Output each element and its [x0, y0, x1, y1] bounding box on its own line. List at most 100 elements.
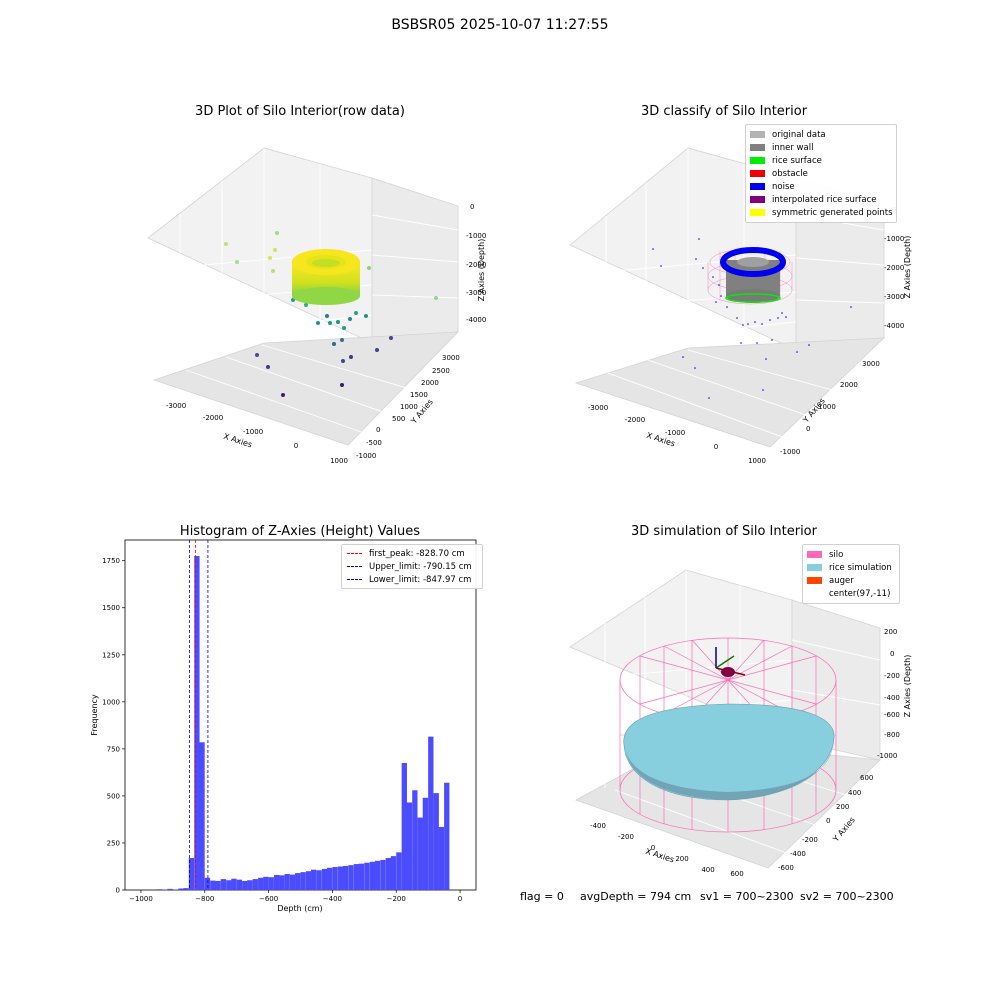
legend-label: original data [772, 129, 826, 140]
legend-label: first_peak: -828.70 cm [369, 548, 465, 559]
legend-label: symmetric generated points [772, 207, 893, 218]
panel4-ztick: -600 [884, 711, 900, 719]
legend-line [347, 579, 362, 580]
legend-label: auger [829, 575, 854, 586]
legend-item-auger: auger [807, 574, 893, 587]
histogram-bar [353, 864, 360, 890]
histogram-bar [274, 874, 280, 890]
legend-item-obstacle: obstacle [750, 167, 890, 180]
histogram-bar [183, 888, 189, 890]
histogram-ylabel: Frequency [90, 694, 99, 736]
histogram-bar [444, 782, 450, 890]
panel1-rice-cylinder [292, 249, 360, 305]
panel2-title: 3D classify of Silo Interior [640, 104, 808, 119]
histogram-bar [396, 852, 402, 890]
panel1-zlabel: Z Axies (Depth) [477, 239, 486, 302]
histogram-ytick-label: 1000 [102, 698, 120, 706]
panel1-ytick: 2000 [421, 379, 439, 387]
legend-swatch [750, 157, 765, 164]
panel2-ztick: -1000 [884, 235, 904, 243]
footer-sv2: sv2 = 700~2300 [800, 890, 894, 903]
panel1-ytick: -500 [366, 439, 382, 447]
panel1-xtick: 1000 [330, 457, 348, 465]
histogram-bar [279, 875, 285, 890]
panel2-xtick: 1000 [748, 457, 766, 465]
panel2-noise-points [652, 238, 852, 399]
histogram-bar [321, 868, 328, 890]
panel1-ztick: -4000 [466, 316, 486, 324]
histogram-bar [263, 876, 269, 890]
panel2-ytick: 2000 [840, 381, 858, 389]
histogram-bar [215, 880, 221, 890]
legend-swatch [750, 209, 765, 216]
legend-item-interpolated: interpolated rice surface [750, 193, 890, 206]
panel2-ztick: -3000 [884, 293, 904, 301]
panel2-ytick: 3000 [862, 360, 880, 368]
histogram-bar [268, 877, 274, 890]
legend-item-noise: noise [750, 180, 890, 193]
panel1-floor-pane [152, 331, 460, 446]
panel2-ztick: -2000 [884, 264, 904, 272]
panel2-ytick: 0 [806, 425, 810, 433]
panel2-xtick: 0 [714, 443, 718, 451]
panel4-ytick: -400 [790, 850, 806, 858]
panel2-ytick: -1000 [780, 448, 800, 456]
histogram-bars [156, 555, 450, 890]
panel4-legend: silo rice simulation auger center(97,-11… [802, 544, 900, 604]
legend-label: Lower_limit: -847.97 cm [369, 574, 472, 585]
histogram-bar [295, 873, 301, 890]
panel1-ytick: -1000 [356, 452, 376, 460]
histogram-ytick-label: 1250 [102, 651, 120, 659]
panel1-xtick: -3000 [166, 402, 186, 410]
histogram-bar [188, 858, 195, 890]
histogram-bar [210, 880, 216, 890]
panel1-ztick: -1000 [466, 232, 486, 240]
panel1-points [224, 231, 438, 397]
histogram-bar [300, 872, 306, 890]
panel4-ytick: -200 [802, 836, 818, 844]
histogram-bar [385, 858, 392, 890]
histogram-bar [401, 762, 407, 890]
panel4-xlabel: X Axies [644, 847, 675, 865]
histogram-bar [252, 879, 258, 890]
legend-label: rice simulation [829, 562, 892, 573]
histogram-y-ticks: 0 250 500 750 1000 1250 1500 1750 [102, 557, 125, 895]
panel1-ytick: 0 [376, 426, 380, 434]
legend-item-inner-wall: inner wall [750, 141, 890, 154]
panel4-xtick: 200 [675, 855, 688, 863]
legend-label: silo [829, 549, 844, 560]
panel4-z-ticks: 200 0 -200 -400 -600 -800 -1000 [877, 628, 900, 760]
histogram-ytick-label: 1500 [102, 604, 120, 612]
histogram-bar [156, 889, 163, 890]
panel1-ytick: 1500 [410, 391, 428, 399]
legend-label: noise [772, 181, 795, 192]
panel4-xtick: 400 [701, 866, 714, 874]
histogram-xtick-label: −600 [259, 895, 278, 903]
panel4-ztick: -800 [884, 731, 900, 739]
panel1-x-ticks: -3000 -2000 -1000 0 1000 [166, 402, 348, 465]
panel1-grid [147, 148, 459, 441]
panel1-ztick: 0 [470, 203, 474, 211]
panel4-ztick: -400 [884, 694, 900, 702]
panel1-ytick: 500 [392, 415, 405, 423]
histogram-x-ticks: −1000 −800 −600 −400 −200 0 [129, 890, 462, 903]
histogram-bar [332, 867, 338, 890]
panel1-z-ticks: 0 -1000 -2000 -3000 -4000 [466, 203, 486, 324]
histogram-bar [289, 874, 296, 890]
panel1-back-pane [147, 147, 373, 344]
legend-label: obstacle [772, 168, 808, 179]
panel2-legend: original data inner wall rice surface ob… [745, 124, 897, 223]
histogram-xtick-label: 0 [458, 895, 462, 903]
panel1-xtick: -2000 [203, 414, 223, 422]
panel1-ztick: -2000 [466, 261, 486, 269]
panel1-ytick: 3000 [442, 354, 460, 362]
footer-avg-depth: avgDepth = 794 cm [580, 890, 692, 903]
histogram-ytick-label: 250 [107, 839, 120, 847]
histogram-ytick-label: 500 [107, 792, 120, 800]
legend-swatch [807, 577, 822, 584]
legend-line [347, 553, 362, 554]
legend-item-first-peak: first_peak: -828.70 cm [347, 547, 477, 560]
histogram-ytick-label: 0 [116, 887, 120, 895]
histogram-bar [438, 826, 444, 890]
panel2-x-ticks: -3000 -2000 -1000 0 1000 [588, 404, 766, 465]
